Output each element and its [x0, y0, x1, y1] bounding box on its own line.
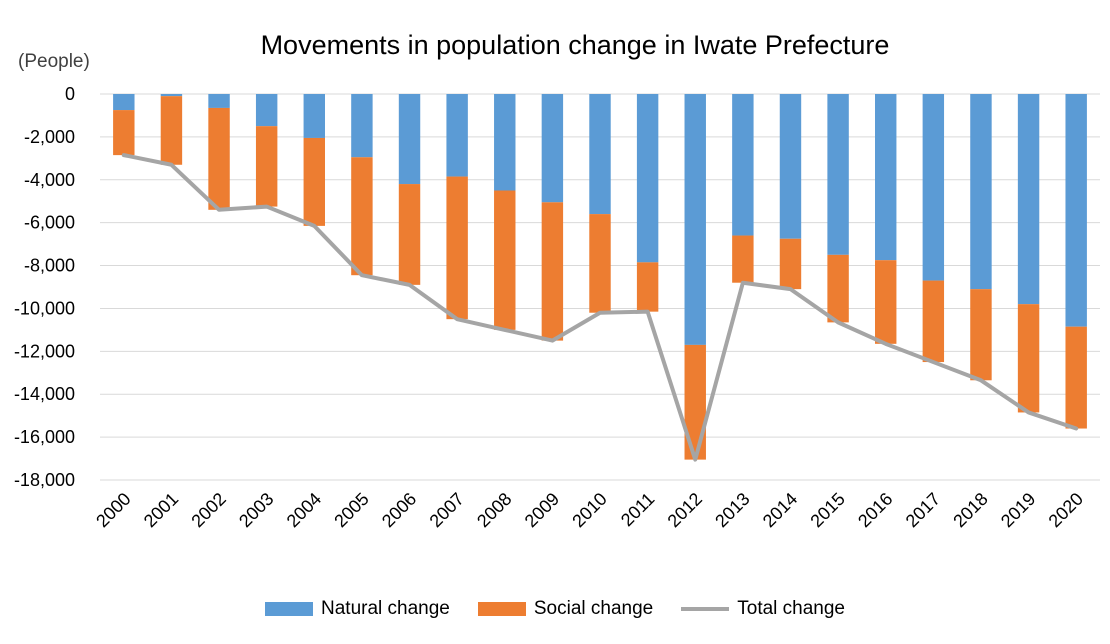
bar-natural-change: [922, 94, 945, 281]
bar-natural-change: [636, 94, 659, 263]
legend-swatch-social: [477, 602, 526, 616]
x-tick-label: 2001: [140, 489, 182, 531]
x-tick-label: 2005: [330, 489, 372, 531]
x-tick-label: 2019: [997, 489, 1039, 531]
bar-social-change: [160, 96, 183, 165]
total-line: [121, 153, 1079, 462]
bar-natural-change: [541, 94, 564, 203]
legend-item-social: Social change: [477, 598, 654, 620]
bar-social-change: [1017, 304, 1040, 413]
bar-natural-change: [1017, 94, 1040, 305]
y-tick-label: -18,000: [14, 470, 75, 490]
bar-social-change: [636, 262, 659, 312]
bar-social-change: [113, 110, 135, 156]
bar-natural-change: [351, 94, 373, 158]
bar-social-change: [1065, 326, 1087, 429]
bar-social-change: [732, 235, 754, 283]
x-tick-label: 2012: [664, 489, 706, 531]
x-tick-label: 2002: [187, 489, 229, 531]
bar-natural-change: [303, 94, 325, 138]
bar-natural-change: [160, 94, 183, 97]
x-tick-label: 2010: [568, 489, 610, 531]
x-tick-label: 2008: [473, 489, 515, 531]
bar-natural-change: [113, 94, 135, 111]
x-tick-label: 2014: [759, 489, 801, 531]
legend: Natural change Social change Total chang…: [0, 598, 1110, 620]
x-tick-label: 2006: [378, 489, 420, 531]
x-tick-label: 2000: [92, 489, 134, 531]
bar-social-change: [303, 137, 325, 226]
legend-label-natural: Natural change: [321, 598, 450, 619]
x-tick-label: 2009: [521, 489, 563, 531]
chart-title: Movements in population change in Iwate …: [260, 30, 890, 60]
bar-natural-change: [589, 94, 611, 215]
x-tick-label: 2011: [617, 489, 659, 531]
bar-social-change: [208, 107, 230, 210]
bar-natural-change: [255, 94, 278, 127]
legend-item-natural: Natural change: [265, 598, 450, 620]
line-total-change: [121, 153, 1079, 462]
legend-label-social: Social change: [533, 598, 654, 619]
bar-social-change: [922, 280, 945, 363]
y-tick-label: -8,000: [24, 256, 75, 276]
bar-social-change: [494, 190, 516, 330]
bar-social-change: [589, 214, 611, 313]
x-tick-label: 2015: [806, 489, 848, 531]
bar-natural-change: [779, 94, 802, 239]
bar-natural-change: [827, 94, 849, 255]
bar-social-change: [684, 344, 706, 460]
x-tick-label: 2017: [902, 489, 944, 531]
x-axis-labels: 2000 2001 2002 2003 2004 2005 2006 2007 2008 2009…: [92, 489, 1087, 531]
bars: [113, 94, 1087, 460]
y-tick-label: -12,000: [14, 341, 75, 361]
bar-social-change: [541, 202, 564, 341]
bar-social-change: [827, 254, 849, 323]
legend-swatch-total: [681, 607, 730, 611]
bar-social-change: [398, 184, 421, 285]
bar-natural-change: [398, 94, 421, 185]
bar-social-change: [875, 260, 897, 344]
bar-natural-change: [732, 94, 754, 236]
bar-social-change: [351, 157, 373, 276]
x-tick-label: 2018: [949, 489, 991, 531]
bar-natural-change: [208, 94, 230, 108]
bar-social-change: [446, 176, 468, 320]
bar-natural-change: [494, 94, 516, 191]
y-tick-label: -10,000: [14, 298, 75, 318]
bar-natural-change: [875, 94, 897, 261]
bar-social-change: [970, 289, 992, 381]
y-tick-label: -2,000: [24, 127, 75, 147]
x-tick-label: 2003: [235, 489, 277, 531]
x-tick-label: 2004: [283, 489, 325, 531]
x-tick-label: 2020: [1045, 489, 1087, 531]
bar-natural-change: [1065, 94, 1087, 327]
legend-swatch-natural: [265, 602, 313, 616]
bar-natural-change: [684, 94, 706, 345]
bar-social-change: [779, 238, 802, 290]
y-tick-label: -14,000: [14, 384, 75, 404]
y-axis-labels: 0 -2,000 -4,000 -6,000 -8,000 -10,000 -12,000 -…: [14, 84, 75, 490]
bar-natural-change: [970, 94, 992, 290]
y-axis-unit-label: (People): [18, 51, 90, 72]
legend-label-total: Total change: [737, 598, 845, 619]
bar-social-change: [255, 126, 278, 207]
bar-natural-change: [446, 94, 468, 177]
x-tick-label: 2016: [854, 489, 896, 531]
y-tick-label: -4,000: [24, 170, 75, 190]
y-tick-label: -16,000: [14, 427, 75, 447]
y-tick-label: -6,000: [24, 213, 75, 233]
legend-item-total: Total change: [681, 598, 845, 620]
x-tick-label: 2013: [711, 489, 753, 531]
y-tick-label: 0: [65, 84, 75, 104]
x-tick-label: 2007: [426, 489, 468, 531]
